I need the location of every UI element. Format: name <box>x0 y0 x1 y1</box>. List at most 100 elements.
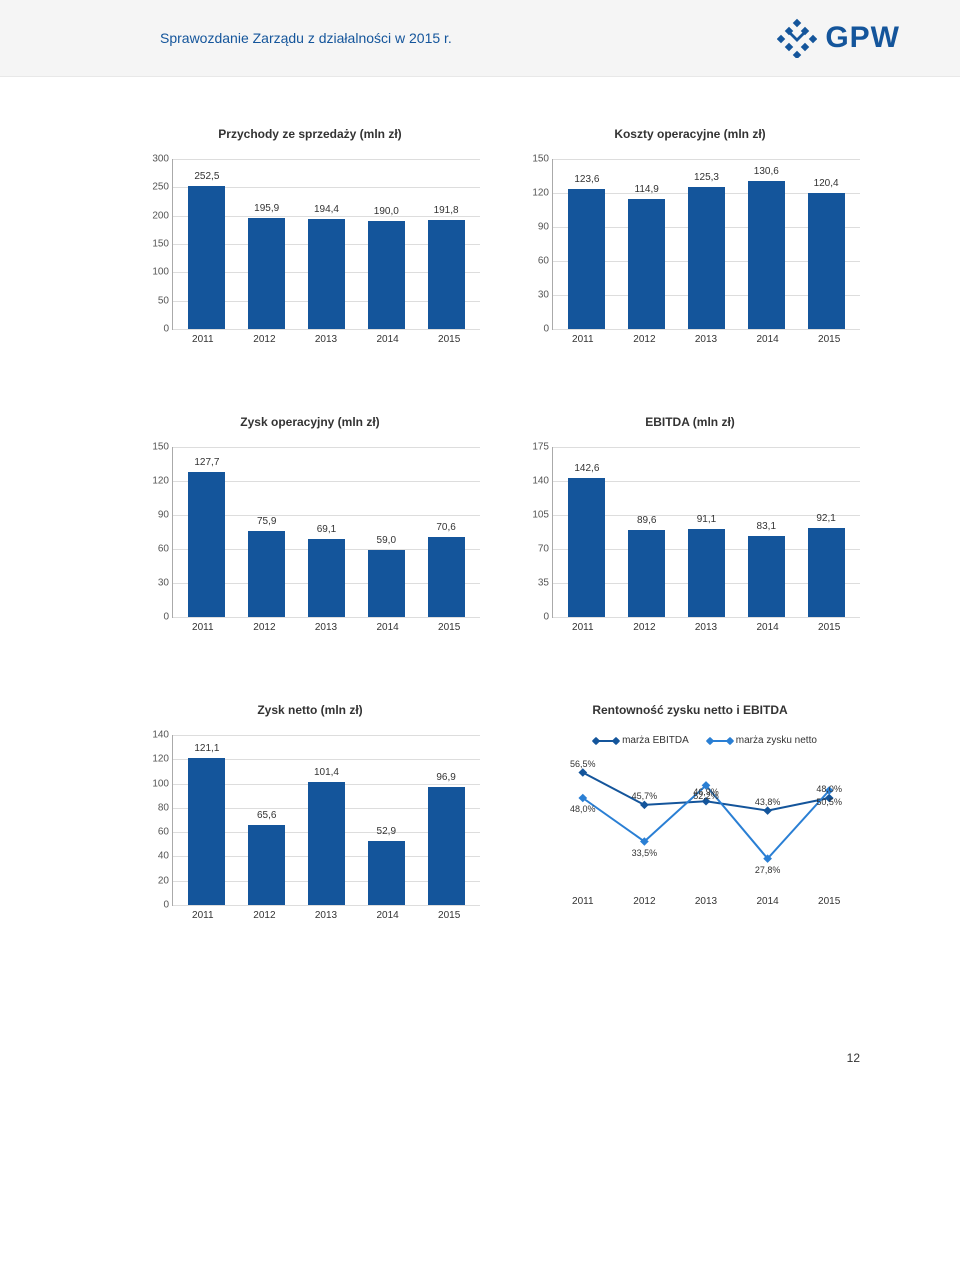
y-tick: 0 <box>139 900 169 911</box>
gridline <box>173 905 480 906</box>
chart-title: Zysk operacyjny (mln zł) <box>140 415 480 429</box>
x-tick: 2014 <box>357 622 419 633</box>
y-tick: 50 <box>139 295 169 306</box>
bar-value-label: 89,6 <box>637 515 656 526</box>
bar <box>188 758 225 905</box>
bar-slot: 127,7 <box>177 447 237 617</box>
bar-slot: 142,6 <box>557 447 617 617</box>
y-tick: 70 <box>519 544 549 555</box>
y-tick: 100 <box>139 267 169 278</box>
y-tick: 140 <box>519 476 549 487</box>
bar-slot: 83,1 <box>736 447 796 617</box>
x-tick: 2014 <box>357 910 419 921</box>
bar <box>688 529 725 617</box>
gridline <box>553 329 860 330</box>
x-tick: 2013 <box>675 334 737 345</box>
x-tick: 2015 <box>798 622 860 633</box>
chart-row-3: Zysk netto (mln zł)020406080100120140121… <box>140 703 860 921</box>
bar <box>248 531 285 617</box>
bar-slot: 191,8 <box>416 159 476 329</box>
x-tick: 2014 <box>737 896 799 907</box>
bar <box>368 841 405 905</box>
logo-text: GPW <box>825 21 900 55</box>
legend-netto: marża zysku netto <box>709 735 817 746</box>
bar-slot: 101,4 <box>297 735 357 905</box>
x-tick: 2013 <box>675 622 737 633</box>
netprofit-chart: Zysk netto (mln zł)020406080100120140121… <box>140 703 480 921</box>
chart-title: Koszty operacyjne (mln zł) <box>520 127 860 141</box>
bar <box>428 537 465 617</box>
bar <box>188 186 225 329</box>
y-tick: 90 <box>139 510 169 521</box>
bar-value-label: 190,0 <box>374 206 399 217</box>
point-label: 56,5% <box>570 759 596 769</box>
legend-label-ebitda: marża EBITDA <box>622 735 689 746</box>
bar-value-label: 96,9 <box>436 772 455 783</box>
page-header: Sprawozdanie Zarządu z działalności w 20… <box>0 0 960 77</box>
y-tick: 20 <box>139 875 169 886</box>
y-tick: 30 <box>519 290 549 301</box>
bar-value-label: 191,8 <box>434 205 459 216</box>
opprofit-chart: Zysk operacyjny (mln zł)0306090120150127… <box>140 415 480 633</box>
bar-slot: 65,6 <box>237 735 297 905</box>
x-tick: 2015 <box>798 896 860 907</box>
bar-value-label: 123,6 <box>574 174 599 185</box>
bar <box>188 472 225 617</box>
bar-slot: 121,1 <box>177 735 237 905</box>
y-tick: 100 <box>139 778 169 789</box>
bar-slot: 91,1 <box>677 447 737 617</box>
bar-slot: 114,9 <box>617 159 677 329</box>
y-tick: 105 <box>519 510 549 521</box>
x-tick: 2011 <box>552 334 614 345</box>
legend-label-netto: marża zysku netto <box>736 735 817 746</box>
point-label: 27,8% <box>755 865 781 875</box>
bar-slot: 59,0 <box>356 447 416 617</box>
point-label: 48,0% <box>570 804 596 814</box>
x-tick: 2011 <box>552 622 614 633</box>
x-tick: 2014 <box>357 334 419 345</box>
bar <box>748 536 785 617</box>
x-tick: 2011 <box>172 334 234 345</box>
bar-slot: 92,1 <box>796 447 856 617</box>
bar-value-label: 114,9 <box>635 184 659 195</box>
gridline <box>553 617 860 618</box>
opex-chart: Koszty operacyjne (mln zł)03060901201501… <box>520 127 860 345</box>
bar-value-label: 125,3 <box>694 172 719 183</box>
x-tick: 2013 <box>295 622 357 633</box>
bar-value-label: 65,6 <box>257 810 276 821</box>
y-tick: 250 <box>139 182 169 193</box>
bar-slot: 96,9 <box>416 735 476 905</box>
point-label: 48,0% <box>816 784 842 794</box>
bar <box>368 550 405 617</box>
page-number: 12 <box>0 1051 960 1065</box>
y-tick: 120 <box>139 754 169 765</box>
bar <box>628 530 665 617</box>
bar-slot: 195,9 <box>237 159 297 329</box>
y-tick: 120 <box>519 188 549 199</box>
bar-value-label: 121,1 <box>194 743 219 754</box>
bar <box>808 528 845 617</box>
y-tick: 0 <box>519 324 549 335</box>
chart-row-2: Zysk operacyjny (mln zł)0306090120150127… <box>140 415 860 633</box>
bar <box>428 220 465 329</box>
y-tick: 35 <box>519 578 549 589</box>
bar-value-label: 83,1 <box>757 521 776 532</box>
bar-slot: 190,0 <box>356 159 416 329</box>
bar-value-label: 142,6 <box>574 463 599 474</box>
y-tick: 60 <box>519 256 549 267</box>
chart-title: Zysk netto (mln zł) <box>140 703 480 717</box>
bar-slot: 89,6 <box>617 447 677 617</box>
bar-value-label: 101,4 <box>314 767 339 778</box>
x-tick: 2012 <box>234 910 296 921</box>
x-tick: 2013 <box>295 334 357 345</box>
y-tick: 30 <box>139 578 169 589</box>
bar-value-label: 75,9 <box>257 516 276 527</box>
y-tick: 150 <box>139 442 169 453</box>
margin-linechart: Rentowność zysku netto i EBITDA marża EB… <box>520 703 860 921</box>
gridline <box>173 329 480 330</box>
x-tick: 2011 <box>172 910 234 921</box>
bar <box>248 825 285 905</box>
y-tick: 120 <box>139 476 169 487</box>
bar <box>568 478 605 617</box>
gpw-logo: GPW <box>777 18 900 58</box>
